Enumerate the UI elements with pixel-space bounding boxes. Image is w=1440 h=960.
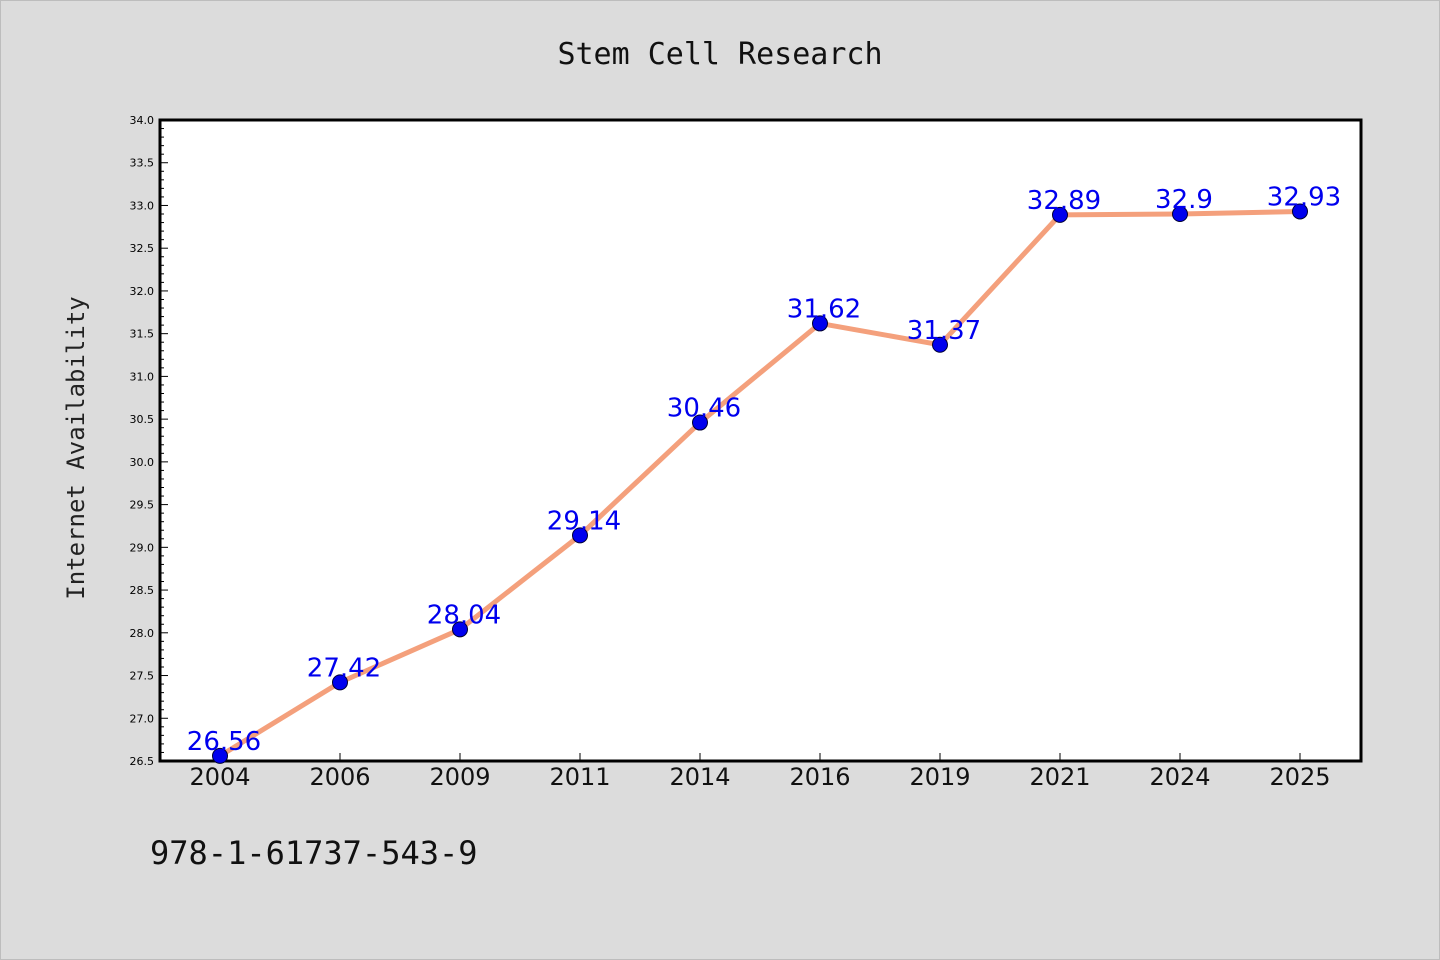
y-tick-label: 33.5	[130, 157, 155, 170]
data-label: 27.42	[307, 653, 381, 683]
chart-title: Stem Cell Research	[557, 37, 882, 72]
data-label: 30.46	[667, 394, 741, 424]
y-tick-label: 28.5	[130, 584, 155, 597]
x-tick-label: 2019	[909, 763, 970, 791]
data-point	[812, 315, 828, 332]
data-point	[1052, 206, 1068, 223]
y-tick-label: 34.0	[130, 114, 155, 127]
data-label: 31.37	[907, 316, 981, 346]
data-label: 32.93	[1267, 182, 1341, 212]
x-tick-label: 2009	[429, 763, 490, 791]
y-tick-label: 30.0	[130, 456, 155, 469]
data-label: 32.9	[1155, 185, 1213, 215]
data-label: 26.56	[187, 727, 261, 757]
data-point	[212, 747, 228, 764]
data-point	[332, 674, 348, 691]
data-labels: 26.56 27.42 28.04 29.14 30.46 31.62 31.37 32.89…	[187, 182, 1341, 756]
footer-code: 978-1-61737-543-9	[150, 834, 478, 872]
x-tick-label: 2025	[1269, 763, 1330, 791]
data-point	[1292, 203, 1308, 220]
data-label: 29.14	[547, 506, 621, 536]
data-point	[572, 527, 588, 544]
series-line	[218, 208, 1301, 759]
data-label: 32.89	[1027, 186, 1101, 216]
y-tick-label: 31.0	[130, 370, 155, 383]
data-point	[932, 336, 948, 353]
plot-area	[158, 118, 1363, 763]
data-point	[452, 621, 468, 638]
y-tick-label: 27.0	[130, 712, 155, 725]
y-tick-label: 32.0	[130, 285, 155, 298]
y-tick-label: 29.5	[130, 499, 155, 512]
data-point	[692, 414, 708, 431]
x-axis-ticks: 2004 2006 2009 2011 2014 2016 2019 2021 2024 2025	[189, 753, 1331, 791]
x-tick-label: 2016	[789, 763, 850, 791]
data-point	[1172, 206, 1188, 223]
y-tick-label: 27.5	[130, 670, 155, 683]
data-label: 31.62	[787, 294, 861, 324]
series-markers	[212, 203, 1308, 764]
y-tick-label: 31.5	[130, 328, 155, 341]
y-tick-label: 33.0	[130, 199, 155, 212]
x-tick-label: 2004	[189, 763, 250, 791]
x-tick-label: 2014	[669, 763, 730, 791]
y-tick-label: 29.0	[130, 541, 155, 554]
y-tick-label: 30.5	[130, 413, 155, 426]
x-tick-label: 2024	[1149, 763, 1210, 791]
y-tick-label: 28.0	[130, 627, 155, 640]
y-axis-ticks: 26.5 27.0 27.5 28.0 28.5 29.0 29.5 30.0 30.5 31.0…	[130, 114, 168, 768]
y-tick-label: 32.5	[130, 242, 155, 255]
x-tick-label: 2011	[549, 763, 610, 791]
y-tick-label: 26.5	[130, 755, 155, 768]
y-axis-label: Internet Availability	[62, 296, 90, 599]
data-label: 28.04	[427, 600, 501, 630]
x-tick-label: 2006	[309, 763, 370, 791]
x-tick-label: 2021	[1029, 763, 1090, 791]
